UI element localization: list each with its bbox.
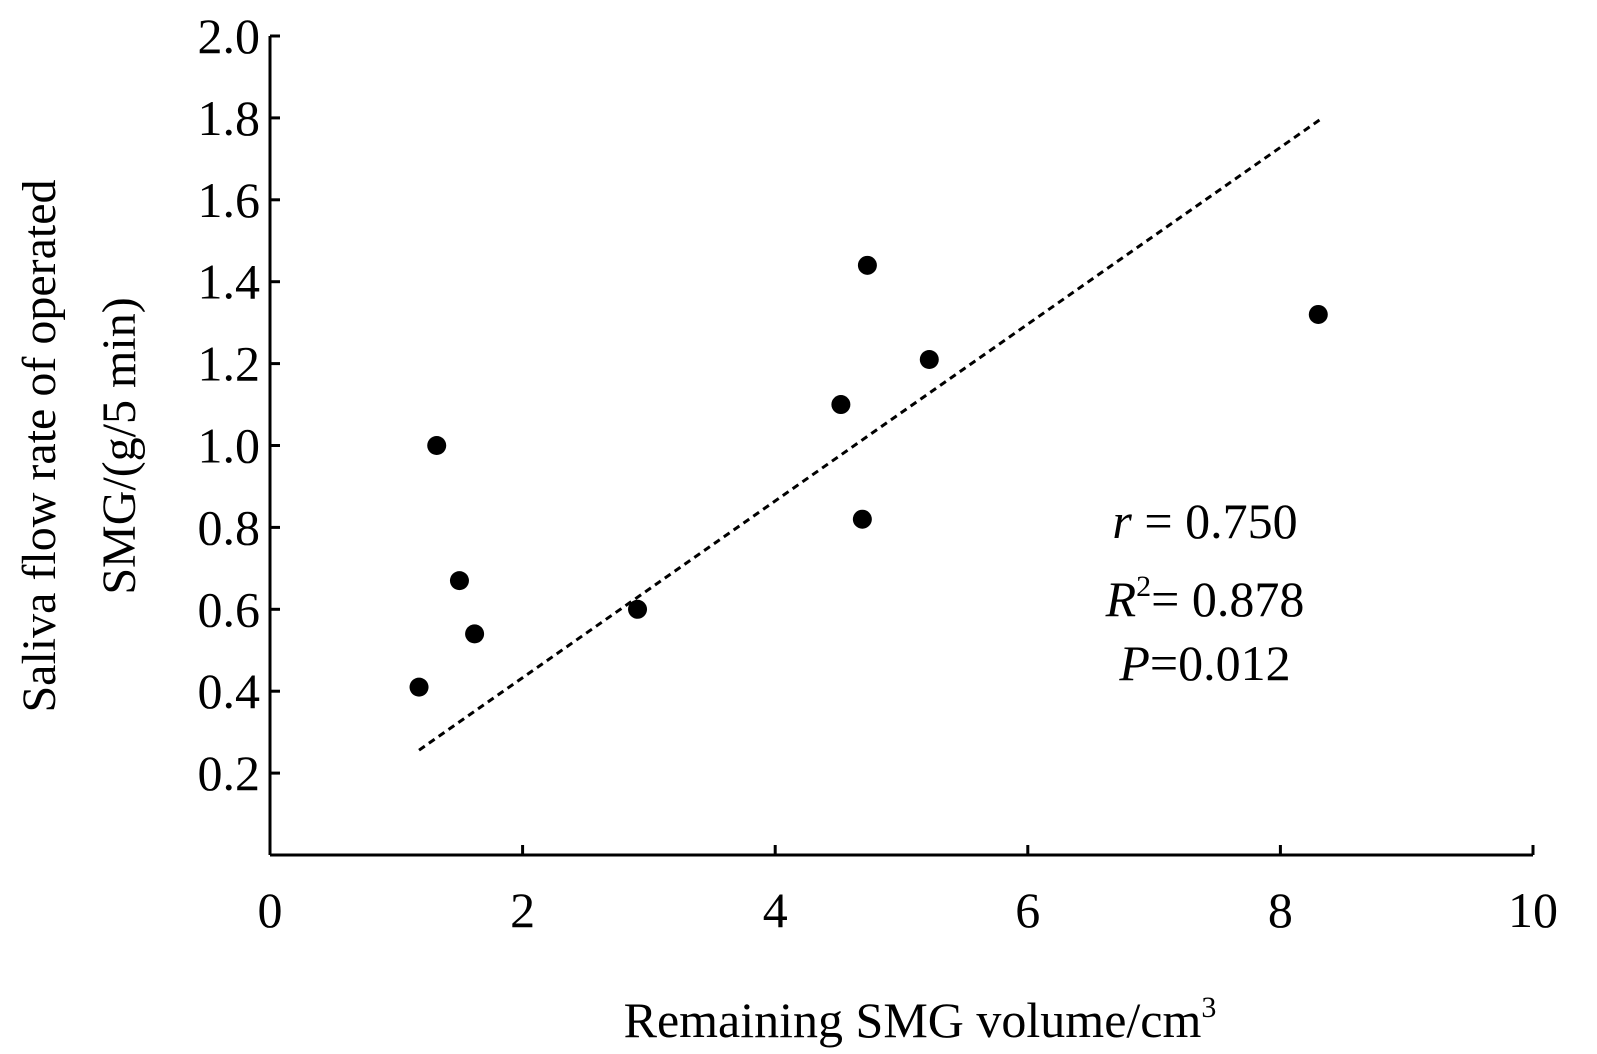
y-tick-label: 1.0 bbox=[198, 418, 261, 474]
data-point bbox=[449, 571, 469, 591]
data-point bbox=[465, 624, 485, 644]
data-point bbox=[919, 350, 939, 370]
annotation-variable: r bbox=[1112, 493, 1132, 549]
points-group bbox=[409, 255, 1328, 697]
annotation-line: R2= 0.878 bbox=[1105, 570, 1305, 627]
x-axis-label-superscript: 3 bbox=[1201, 991, 1216, 1024]
data-point bbox=[852, 509, 872, 529]
y-tick-label: 0.8 bbox=[198, 499, 261, 555]
y-tick-label: 1.2 bbox=[198, 336, 261, 392]
y-tick-label: 2.0 bbox=[198, 8, 261, 64]
y-tick-label: 0.6 bbox=[198, 581, 261, 637]
annotation-variable: P bbox=[1118, 635, 1150, 691]
data-point bbox=[427, 436, 447, 455]
y-tick-label: 0.2 bbox=[198, 745, 261, 801]
y-axis-label-line-1: Saliva flow rate of operated bbox=[13, 179, 66, 712]
annotation-value: = 0.878 bbox=[1151, 571, 1304, 627]
data-point bbox=[857, 255, 877, 275]
x-tick-label: 0 bbox=[258, 882, 283, 938]
data-point bbox=[1308, 304, 1328, 324]
trendline bbox=[418, 118, 1321, 752]
annotation-superscript: 2 bbox=[1136, 570, 1151, 603]
axes bbox=[268, 36, 1533, 857]
trendline-group bbox=[418, 118, 1321, 752]
annotation-value: = 0.750 bbox=[1132, 493, 1298, 549]
x-tick-label: 4 bbox=[763, 882, 788, 938]
annotation-variable: R bbox=[1105, 571, 1137, 627]
data-point bbox=[409, 677, 429, 697]
x-tick-label: 8 bbox=[1268, 882, 1293, 938]
data-point bbox=[628, 599, 648, 619]
x-tick-label: 10 bbox=[1508, 882, 1558, 938]
x-axis-label: Remaining SMG volume/cm3 bbox=[624, 991, 1217, 1048]
annotation-line: P=0.012 bbox=[1118, 635, 1290, 691]
y-tick-label: 1.4 bbox=[198, 254, 261, 310]
annotation-value: =0.012 bbox=[1150, 635, 1291, 691]
annotation-line: r = 0.750 bbox=[1112, 493, 1297, 549]
y-tick-label: 0.4 bbox=[198, 663, 261, 719]
x-tick-label: 2 bbox=[510, 882, 535, 938]
y-axis-label-line-2: SMG/(g/5 min) bbox=[93, 297, 146, 594]
y-tick-label: 1.6 bbox=[198, 172, 261, 228]
data-point bbox=[831, 395, 851, 415]
x-tick-label: 6 bbox=[1015, 882, 1040, 938]
y-tick-label: 1.8 bbox=[198, 90, 261, 146]
ticks: 0 2 4 6 8 10 0.2 0.4 0.6 0.8 1.0 1.2 1.4 1.6 1.8 2.0 bbox=[198, 8, 1559, 938]
